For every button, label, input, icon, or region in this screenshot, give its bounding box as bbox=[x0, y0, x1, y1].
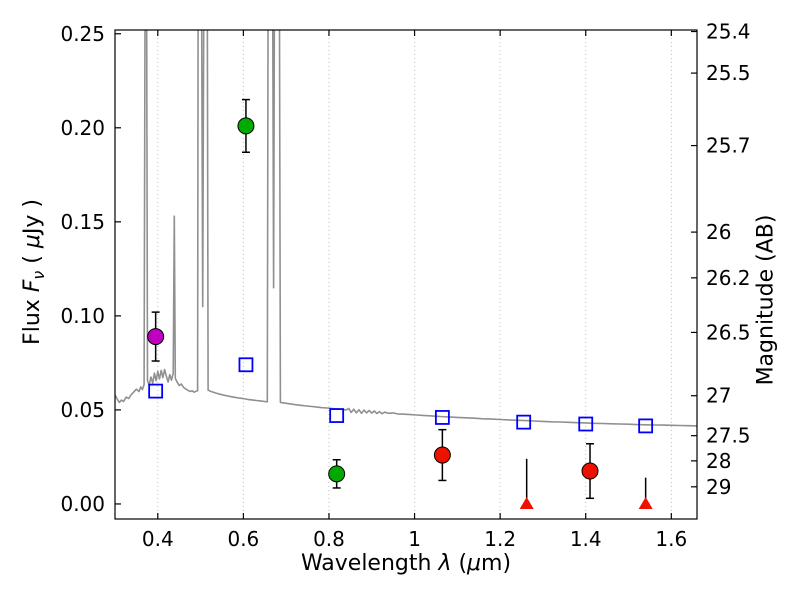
red-circles-marker bbox=[581, 462, 599, 480]
mu-symbol: μ bbox=[467, 551, 482, 576]
plot-frame bbox=[114, 29, 698, 520]
right-axis-label: Magnitude (AB) bbox=[753, 214, 779, 386]
magnitude-tick-label: 26.2 bbox=[706, 266, 751, 290]
green-circles-marker bbox=[328, 465, 346, 483]
blue-open-squares-marker bbox=[434, 410, 450, 425]
y-axis-label: Flux Fν ( μJy ) bbox=[19, 199, 49, 345]
magnitude-tick-label: 29 bbox=[706, 475, 731, 499]
red-circles-marker bbox=[433, 446, 451, 464]
lambda-symbol: λ bbox=[438, 551, 452, 576]
model-spectrum-line bbox=[115, 30, 697, 427]
magnitude-tick-label: 25.5 bbox=[706, 61, 751, 85]
nu-subscript: ν bbox=[29, 270, 49, 280]
flux-F-symbol: F bbox=[19, 279, 45, 293]
blue-open-squares-marker bbox=[516, 414, 532, 430]
y-tick-label: 0.20 bbox=[60, 116, 105, 140]
blue-open-squares-marker bbox=[148, 383, 164, 399]
x-tick-label: 1 bbox=[408, 527, 421, 551]
magnitude-tick-label: 28 bbox=[706, 449, 731, 473]
y-axis-label-text: Flux bbox=[19, 292, 45, 345]
y-tick-label: 0.05 bbox=[60, 398, 105, 422]
x-tick-label: 0.8 bbox=[313, 527, 345, 551]
magnitude-tick-label: 26 bbox=[706, 220, 731, 244]
y-tick-label: 0.00 bbox=[60, 492, 105, 516]
x-tick-label: 0.6 bbox=[227, 527, 259, 551]
y-tick-label: 0.10 bbox=[60, 304, 105, 328]
magnitude-tick-label: 25.4 bbox=[706, 20, 751, 44]
magnitude-tick-label: 27 bbox=[706, 384, 731, 408]
blue-open-squares-marker bbox=[238, 357, 254, 373]
x-tick-label: 0.4 bbox=[142, 527, 174, 551]
x-axis-label: Wavelength λ (μm) bbox=[300, 551, 512, 576]
x-tick-label: 1.6 bbox=[655, 527, 687, 551]
blue-open-squares-marker bbox=[329, 408, 345, 423]
blue-open-squares-marker bbox=[578, 416, 594, 432]
x-axis-label-text: Wavelength bbox=[300, 551, 439, 576]
y-tick-label: 0.25 bbox=[60, 22, 105, 46]
y-tick-label: 0.15 bbox=[60, 210, 105, 234]
magenta-circles-marker bbox=[147, 328, 165, 346]
red-upper-limits-marker bbox=[638, 496, 653, 509]
x-tick-label: 1.2 bbox=[484, 527, 516, 551]
green-circles-marker bbox=[237, 117, 255, 135]
blue-open-squares-marker bbox=[638, 418, 654, 434]
magnitude-tick-label: 27.5 bbox=[706, 424, 751, 448]
magnitude-tick-label: 26.5 bbox=[706, 320, 751, 344]
x-tick-label: 1.4 bbox=[570, 527, 602, 551]
red-upper-limits-marker bbox=[519, 496, 534, 509]
magnitude-tick-label: 25.7 bbox=[706, 134, 751, 158]
mu-symbol: μ bbox=[19, 234, 45, 249]
